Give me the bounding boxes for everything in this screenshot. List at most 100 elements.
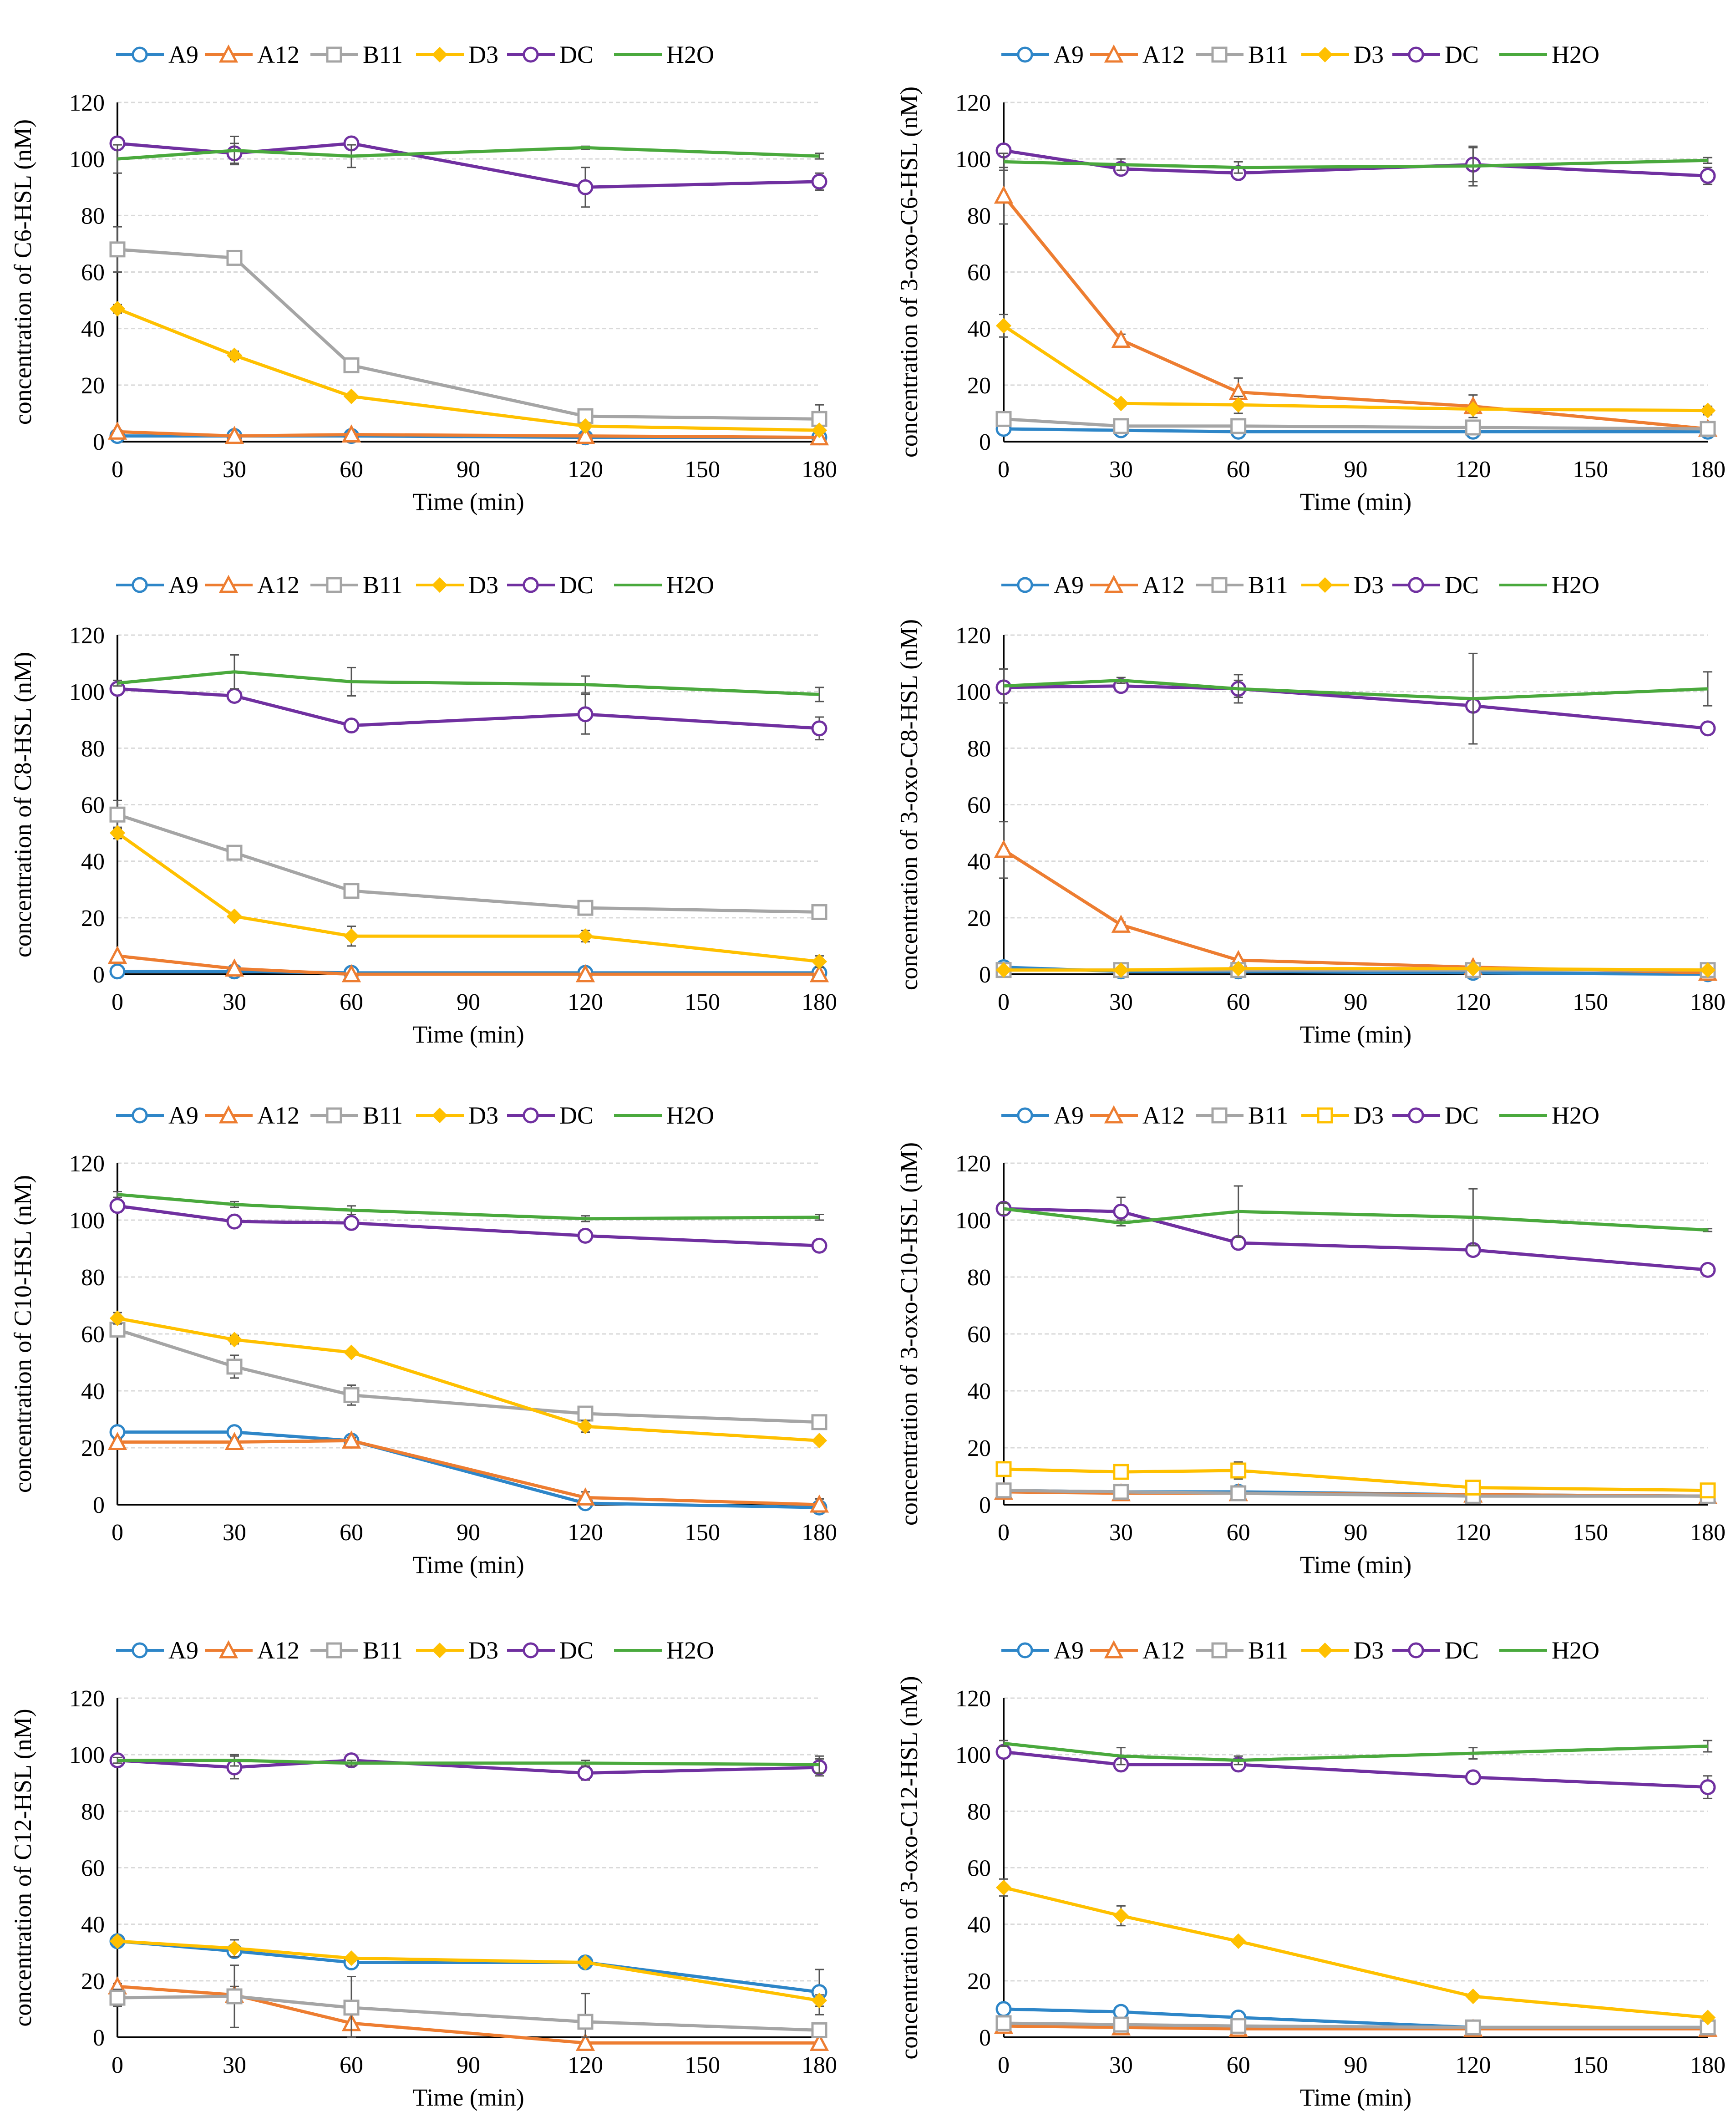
series-line	[117, 1317, 820, 1442]
y-axis-title: concentration of C6-HSL (nM)	[9, 119, 36, 425]
series-line	[1003, 417, 1708, 431]
data-point	[343, 1387, 360, 1403]
data-point	[811, 720, 827, 737]
series-a12	[994, 167, 1718, 437]
y-tick-label: 100	[955, 1208, 991, 1234]
data-point	[1700, 720, 1716, 737]
data-point	[1230, 961, 1246, 977]
data-point	[577, 1227, 594, 1244]
data-point	[109, 806, 126, 823]
series-line	[117, 687, 820, 730]
x-tick-label: 30	[1109, 2052, 1133, 2078]
legend-label-d3: D3	[468, 571, 498, 599]
legend-label-h2o: H2O	[666, 1637, 714, 1664]
series-line	[117, 248, 820, 421]
x-axis-title: Time (min)	[1300, 488, 1412, 515]
series-h2o	[999, 652, 1712, 745]
series-dc	[109, 135, 827, 208]
series-line	[117, 670, 820, 696]
chart-4: 0 20 40 60 80 100 120 0 30 60 90 120 150 180 Time (min…	[895, 571, 1726, 1048]
legend-label-a9: A9	[1054, 571, 1084, 599]
data-point	[343, 1215, 360, 1231]
series-line	[1003, 1489, 1708, 1498]
legend: A9 A12 B11 D3 DC H2O	[1001, 41, 1599, 68]
data-point	[811, 1993, 827, 2009]
data-point	[577, 2014, 594, 2030]
series-line	[117, 813, 820, 914]
series-d3	[109, 1310, 827, 1449]
series-d3	[995, 314, 1716, 418]
y-tick-label: 40	[967, 1912, 991, 1938]
series-d3	[995, 1878, 1716, 2025]
legend-marker-d3	[1317, 1107, 1333, 1124]
data-point	[1465, 401, 1481, 417]
data-point	[1700, 1262, 1716, 1278]
data-point	[226, 1213, 243, 1230]
series-h2o	[113, 1191, 824, 1222]
y-tick-label: 120	[955, 623, 991, 649]
x-tick-label: 0	[112, 457, 123, 483]
x-tick-label: 30	[223, 989, 246, 1015]
legend-label-h2o: H2O	[1552, 1637, 1599, 1664]
series-line	[1003, 1207, 1708, 1272]
y-tick-label: 40	[81, 849, 105, 875]
y-axis-title: concentration of 3-oxo-C12-HSL (nM)	[895, 1676, 923, 2059]
data-point	[109, 825, 126, 841]
data-point	[1230, 1933, 1246, 1949]
data-point	[577, 1765, 594, 1781]
data-point	[1113, 418, 1129, 434]
legend-marker-a12	[218, 1640, 239, 1659]
x-tick-label: 30	[223, 1520, 246, 1546]
series-line	[117, 1759, 820, 1766]
data-point	[1700, 402, 1716, 418]
y-tick-label: 100	[955, 679, 991, 705]
legend-label-a12: A12	[257, 571, 299, 599]
chart-1: 0 20 40 60 80 100 120 0 30 60 90 120 150 180 Time (min…	[9, 41, 837, 515]
x-tick-label: 60	[1227, 1520, 1250, 1546]
series-line	[117, 1995, 820, 2032]
x-tick-label: 90	[457, 457, 480, 483]
legend: A9 A12 B11 D3 DC H2O	[116, 571, 714, 599]
legend-marker-a12	[1104, 44, 1124, 63]
legend-marker-dc	[523, 1107, 539, 1124]
x-tick-label: 120	[568, 2052, 603, 2078]
legend-marker-b11	[1211, 577, 1228, 593]
legend-marker-b11	[326, 46, 342, 63]
y-axis-title: concentration of 3-oxo-C8-HSL (nM)	[895, 619, 923, 990]
x-tick-label: 0	[112, 2052, 123, 2078]
y-tick-label: 80	[967, 736, 991, 762]
y-tick-label: 40	[81, 316, 105, 342]
data-point	[341, 424, 361, 443]
y-tick-label: 80	[967, 203, 991, 229]
x-tick-label: 180	[1690, 989, 1726, 1015]
y-tick-label: 40	[967, 849, 991, 875]
legend-marker-a9	[1017, 1642, 1033, 1659]
data-point	[575, 2033, 595, 2051]
legend-marker-dc	[1408, 1642, 1424, 1659]
legend-marker-a9	[132, 1642, 148, 1659]
x-tick-label: 30	[1109, 457, 1133, 483]
data-point	[577, 1419, 594, 1435]
series-h2o	[999, 145, 1712, 187]
x-tick-label: 180	[1690, 1520, 1726, 1546]
legend: A9 A12 B11 D3 DC H2O	[1001, 571, 1599, 599]
legend-label-d3: D3	[1354, 571, 1384, 599]
series-h2o	[999, 1740, 1712, 1766]
x-tick-label: 150	[685, 989, 720, 1015]
data-point	[1230, 2018, 1247, 2034]
data-point	[226, 1332, 243, 1348]
y-tick-label: 60	[967, 260, 991, 286]
legend-marker-dc	[1408, 577, 1424, 593]
y-tick-label: 20	[967, 1435, 991, 1461]
chart-5: 0 20 40 60 80 100 120 0 30 60 90 120 150 180 Time (min…	[9, 1102, 837, 1578]
legend-label-b11: B11	[363, 1637, 403, 1664]
x-axis-title: Time (min)	[1300, 1021, 1412, 1048]
chart-2: 0 20 40 60 80 100 120 0 30 60 90 120 150 180 Time (min…	[895, 41, 1726, 515]
legend-marker-a9	[1017, 46, 1033, 63]
x-tick-label: 60	[1227, 457, 1250, 483]
legend-marker-b11	[326, 577, 342, 593]
series-h2o	[113, 654, 824, 702]
series-line	[117, 307, 820, 432]
series-line	[117, 1204, 820, 1247]
data-point	[995, 1461, 1012, 1477]
